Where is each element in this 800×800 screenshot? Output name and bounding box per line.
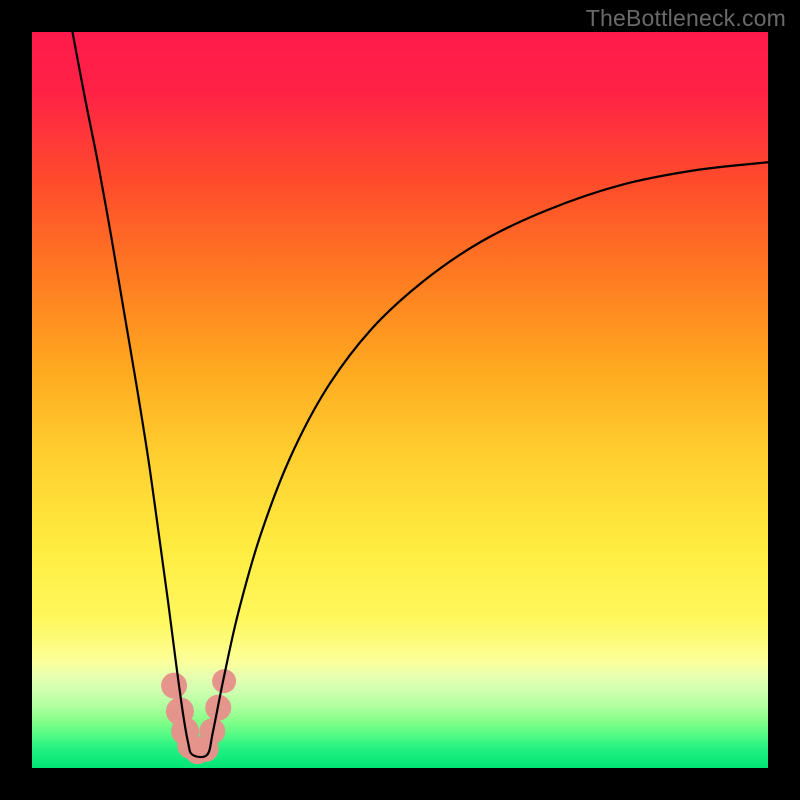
plot-background (32, 32, 768, 768)
chart-frame: TheBottleneck.com (0, 0, 800, 800)
watermark-label: TheBottleneck.com (586, 5, 786, 32)
